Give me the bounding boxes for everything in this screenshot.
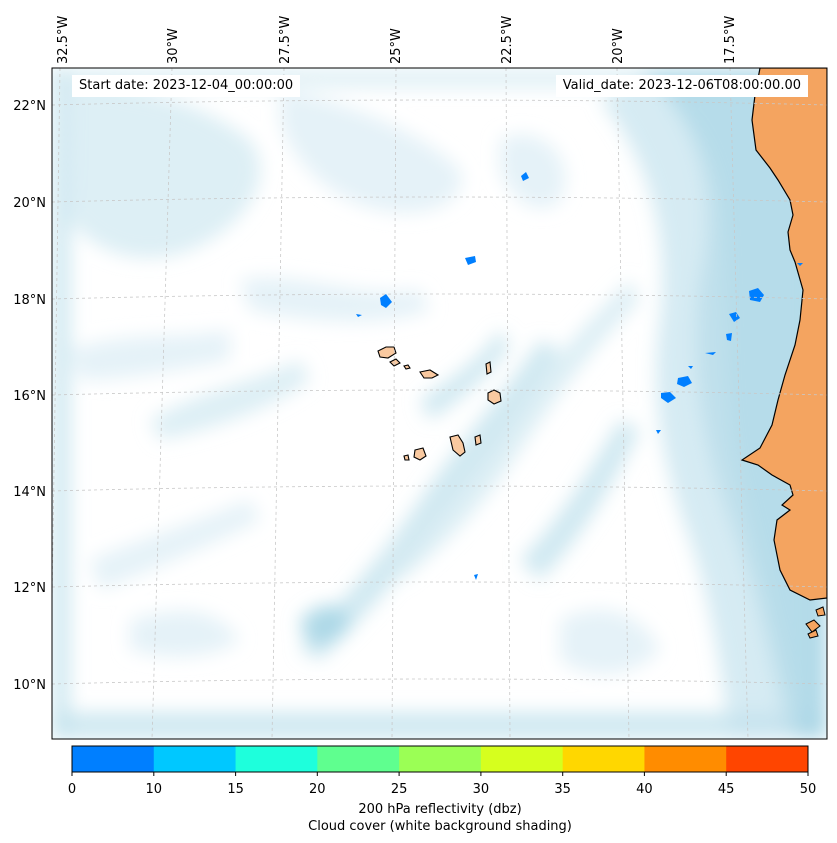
reflectivity-cell: [380, 294, 392, 308]
reflectivity-cell: [656, 430, 661, 434]
lat-tick-label: 20°N: [13, 196, 46, 211]
africa-landmass: [740, 68, 827, 601]
start-date-label: Start date: 2023-12-04_00:00:00: [72, 75, 301, 97]
colorbar-tick-label: 10: [145, 782, 163, 797]
colorbar-tick-label: 0: [67, 782, 77, 797]
gridlines: [52, 68, 827, 739]
lon-tick-label: 22.5°W: [500, 16, 515, 64]
maio-island: [474, 434, 482, 446]
santa-luzia-island: [403, 364, 411, 370]
reflectivity-cell: [521, 172, 529, 181]
colorbar-segment: [317, 746, 400, 772]
colorbar-label: 200 hPa reflectivity (dbz): [358, 802, 522, 817]
santiago-island: [449, 434, 466, 457]
lon-tick-label: 25°W: [389, 28, 404, 64]
colorbar-tick-label: 45: [717, 782, 735, 797]
reflectivity-cell: [749, 288, 764, 302]
reflectivity-cell: [729, 312, 740, 322]
lon-tick-label: 27.5°W: [278, 16, 293, 64]
lon-tick-label: 17.5°W: [723, 16, 738, 64]
lon-tick-label: 32.5°W: [56, 16, 71, 64]
colorbar-segment: [726, 746, 809, 772]
reflectivity-cell: [661, 392, 676, 403]
colorbar-segment: [480, 746, 564, 772]
lat-tick-label: 22°N: [13, 99, 46, 114]
cape-verde-islands: [377, 346, 502, 461]
colorbar-segment: [644, 746, 727, 772]
fogo-island: [413, 447, 427, 461]
colorbar-tick-marks: [71, 772, 809, 776]
lat-tick-label: 12°N: [13, 581, 46, 596]
reflectivity-cell: [677, 376, 692, 387]
sao-nicolau-island: [419, 369, 440, 379]
lon-tick-label: 20°W: [611, 28, 626, 64]
colorbar-frame: [71, 745, 809, 773]
land-layer: [740, 68, 827, 639]
reflectivity-cell: [688, 366, 693, 369]
colorbar-segment: [399, 746, 482, 772]
lat-tick-label: 16°N: [13, 389, 46, 404]
boa-vista-island: [487, 389, 502, 405]
cloud-cover-layer: [52, 68, 827, 739]
lat-tick-label: 18°N: [13, 293, 46, 308]
colorbar-segment: [72, 746, 155, 772]
lat-tick-label: 14°N: [13, 485, 46, 500]
reflectivity-cell: [356, 314, 362, 317]
lat-tick-label: 10°N: [13, 678, 46, 693]
reflectivity-cell: [797, 263, 803, 266]
bissagos-islands: [805, 606, 826, 639]
colorbar-segment: [153, 746, 237, 772]
reflectivity-cell: [726, 333, 732, 341]
latitude-labels: 22°N 20°N 18°N 16°N 14°N 12°N 10°N: [13, 99, 46, 693]
reflectivity-cell: [705, 352, 716, 355]
colorbar-segments: [72, 746, 809, 772]
colorbar-tick-label: 50: [799, 782, 817, 797]
lon-tick-label: 30°W: [166, 28, 181, 64]
colorbar-sublabel: Cloud cover (white background shading): [308, 819, 572, 834]
colorbar-tick-label: 30: [472, 782, 490, 797]
colorbar-tick-label: 25: [390, 782, 408, 797]
valid-date-label: Valid_date: 2023-12-06T08:00:00.00: [555, 75, 808, 97]
sal-island: [485, 361, 492, 375]
reflectivity-cell: [474, 574, 478, 580]
brava-island: [403, 454, 410, 461]
sao-vicente-island: [389, 358, 401, 367]
colorbar-tick-label: 35: [554, 782, 571, 797]
map-panel: [52, 68, 827, 739]
colorbar: [71, 745, 809, 776]
santo-antao-island: [377, 346, 397, 359]
reflectivity-cell: [465, 256, 476, 265]
reflectivity-layer: [356, 172, 803, 580]
colorbar-tick-label: 15: [227, 782, 244, 797]
colorbar-segment: [562, 746, 645, 772]
colorbar-segment: [235, 746, 318, 772]
colorbar-tick-label: 20: [309, 782, 326, 797]
map-frame: [51, 67, 828, 740]
longitude-labels: 32.5°W 30°W 27.5°W 25°W 22.5°W 20°W 17.5…: [56, 16, 738, 64]
colorbar-tick-label: 40: [636, 782, 653, 797]
